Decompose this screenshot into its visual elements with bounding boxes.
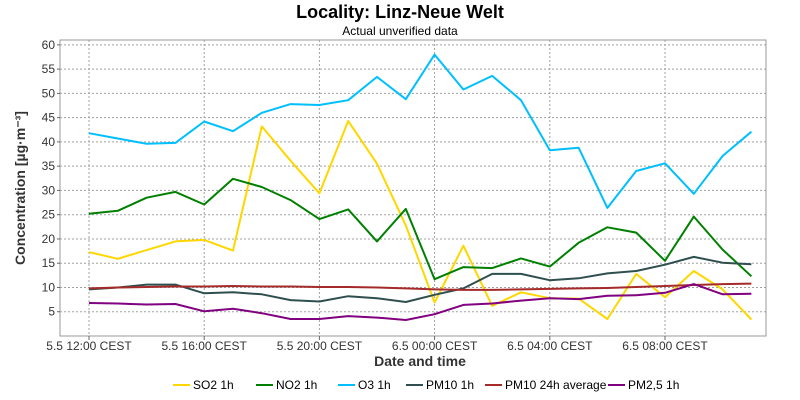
x-axis-label: Date and time: [374, 353, 466, 369]
series-line-pm10-24h-average: [88, 282, 752, 291]
y-tick-label: 25: [42, 208, 56, 222]
y-tick-label: 50: [42, 86, 56, 100]
legend-label-pm10-1h: PM10 1h: [426, 378, 474, 392]
y-tick-label: 60: [42, 38, 56, 52]
y-tick-label: 30: [42, 183, 56, 197]
chart-title: Locality: Linz-Neue Welt: [296, 2, 504, 22]
x-tick-label: 6.5 00:00 CEST: [392, 339, 478, 353]
legend-label-pm10-24h-average: PM10 24h average: [505, 378, 607, 392]
legend: SO2 1h NO2 1h O3 1h PM10 1h PM10 24h average…: [173, 378, 679, 392]
y-tick-label: 55: [42, 62, 56, 76]
legend-label-no2-1h: NO2 1h: [276, 378, 317, 392]
y-tick-label: 45: [42, 111, 56, 125]
series-lines: [88, 53, 753, 321]
x-tick-label: 5.5 20:00 CEST: [277, 339, 363, 353]
legend-label-o3-1h: O3 1h: [358, 378, 391, 392]
series-line-o3-1h: [88, 53, 753, 209]
chart-subtitle: Actual unverified data: [342, 24, 458, 38]
series-line-pm10-1h: [88, 255, 752, 303]
x-tick-label: 5.5 12:00 CEST: [46, 339, 132, 353]
series-line-so2-1h: [88, 120, 753, 321]
x-tick-label: 5.5 16:00 CEST: [162, 339, 248, 353]
y-tick-label: 35: [42, 159, 56, 173]
y-tick-label: 20: [42, 232, 56, 246]
y-tick-label: 40: [42, 135, 56, 149]
x-tick-label: 6.5 08:00 CEST: [622, 339, 708, 353]
grid-lines: [60, 40, 766, 336]
series-line-pm2-5-1h: [88, 283, 752, 321]
y-tick-label: 5: [48, 305, 55, 319]
series-line-no2-1h: [88, 177, 753, 281]
axis-ticks: 5 10 15 20 25 30 35 40 45 50 55 60 5.5 12:00 CEST 5.5…: [42, 38, 709, 353]
plot-area: [59, 39, 767, 337]
y-tick-label: 10: [42, 280, 56, 294]
legend-label-so2-1h: SO2 1h: [193, 378, 234, 392]
x-tick-label: 6.5 04:00 CEST: [507, 339, 593, 353]
legend-label-pm2-5-1h: PM2,5 1h: [628, 378, 679, 392]
y-tick-label: 15: [42, 256, 56, 270]
y-axis-label: Concentration [µg·m⁻³]: [12, 111, 28, 265]
